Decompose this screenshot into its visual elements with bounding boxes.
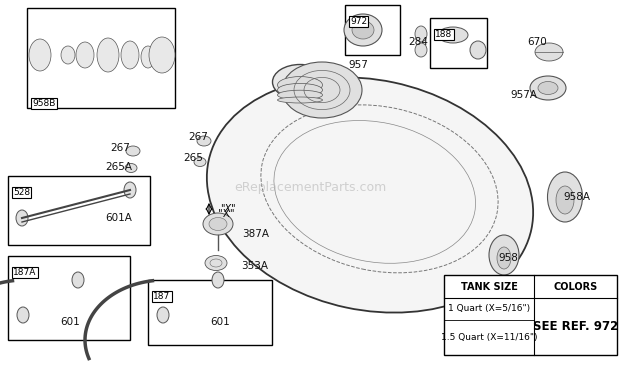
Text: 972: 972: [350, 17, 367, 26]
Bar: [148, 280, 272, 345]
Ellipse shape: [547, 172, 583, 222]
Ellipse shape: [415, 26, 427, 42]
Text: COLORS: COLORS: [554, 281, 598, 292]
Text: 387A: 387A: [242, 229, 269, 239]
Text: 267: 267: [110, 143, 130, 153]
Ellipse shape: [203, 213, 233, 235]
Ellipse shape: [29, 39, 51, 71]
Text: 265A: 265A: [105, 162, 132, 172]
Text: 267: 267: [188, 132, 208, 142]
Ellipse shape: [352, 21, 374, 39]
Ellipse shape: [278, 77, 322, 93]
Ellipse shape: [61, 46, 75, 64]
Text: 284: 284: [408, 37, 428, 47]
Ellipse shape: [17, 307, 29, 323]
Ellipse shape: [121, 41, 139, 69]
Ellipse shape: [530, 76, 566, 100]
Ellipse shape: [126, 146, 140, 156]
Text: 957A: 957A: [510, 90, 537, 100]
Bar: [8, 176, 150, 245]
Text: 1 Quart (X=5/16"): 1 Quart (X=5/16"): [448, 304, 530, 314]
Ellipse shape: [205, 255, 227, 270]
Text: 958B: 958B: [32, 99, 55, 108]
Bar: [8, 256, 130, 340]
Ellipse shape: [209, 218, 227, 231]
Ellipse shape: [489, 235, 519, 275]
Ellipse shape: [273, 65, 327, 100]
Text: 187: 187: [153, 292, 170, 301]
Ellipse shape: [125, 164, 137, 173]
Ellipse shape: [278, 90, 322, 100]
Ellipse shape: [438, 27, 468, 43]
Text: 601A: 601A: [105, 213, 132, 223]
Text: 187A: 187A: [13, 268, 37, 277]
Bar: [430, 18, 487, 68]
Ellipse shape: [556, 186, 574, 214]
Ellipse shape: [278, 83, 322, 97]
Text: 265: 265: [183, 153, 203, 163]
Ellipse shape: [207, 77, 533, 312]
Bar: [27, 8, 175, 108]
Text: 353A: 353A: [241, 261, 268, 271]
Text: "X": "X": [218, 209, 234, 219]
Text: 670: 670: [527, 37, 547, 47]
Ellipse shape: [16, 210, 28, 226]
Ellipse shape: [72, 272, 84, 288]
Text: 601: 601: [210, 317, 230, 327]
Ellipse shape: [470, 41, 486, 59]
Text: 958A: 958A: [563, 192, 590, 202]
Ellipse shape: [124, 182, 136, 198]
Text: 957: 957: [348, 60, 368, 70]
Text: 601: 601: [60, 317, 80, 327]
Ellipse shape: [538, 81, 558, 95]
Bar: [444, 275, 617, 355]
Text: 1.5 Quart (X=11/16"): 1.5 Quart (X=11/16"): [441, 333, 538, 342]
Ellipse shape: [535, 43, 563, 61]
Ellipse shape: [149, 37, 175, 73]
Ellipse shape: [97, 38, 119, 72]
Bar: [345, 5, 400, 55]
Ellipse shape: [282, 62, 362, 118]
Text: TANK SIZE: TANK SIZE: [461, 281, 518, 292]
Text: 958: 958: [498, 253, 518, 263]
Text: 188: 188: [435, 30, 452, 39]
Text: eReplacementParts.com: eReplacementParts.com: [234, 181, 386, 195]
Ellipse shape: [497, 247, 511, 269]
Ellipse shape: [212, 272, 224, 288]
Text: SEE REF. 972: SEE REF. 972: [533, 320, 618, 333]
Ellipse shape: [157, 307, 169, 323]
Ellipse shape: [344, 14, 382, 46]
Ellipse shape: [415, 43, 427, 57]
Ellipse shape: [194, 158, 206, 166]
Text: "X": "X": [220, 204, 236, 214]
Ellipse shape: [197, 136, 211, 146]
Ellipse shape: [76, 42, 94, 68]
Ellipse shape: [278, 97, 322, 103]
Text: 528: 528: [13, 188, 30, 197]
Ellipse shape: [141, 46, 155, 68]
